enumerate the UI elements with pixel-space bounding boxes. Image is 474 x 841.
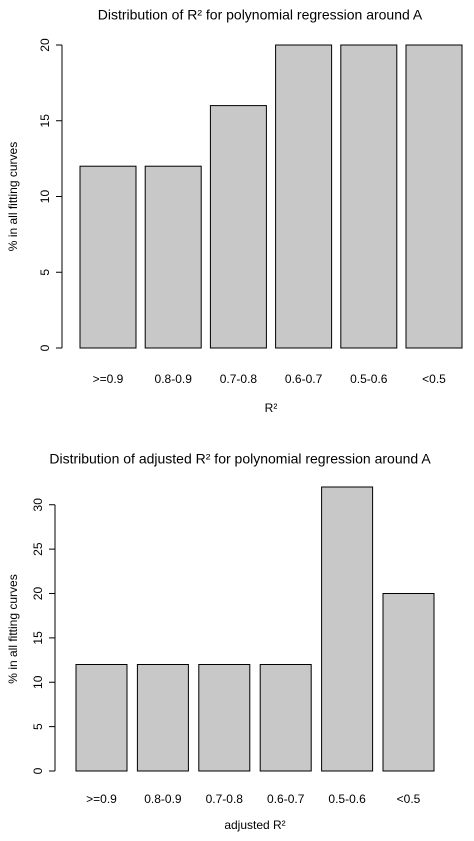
y-tick-label: 5: [31, 723, 45, 730]
chart-title: Distribution of R² for polynomial regres…: [98, 7, 423, 23]
bar: [405, 44, 463, 349]
x-tick-label: >=0.9: [93, 372, 124, 386]
x-tick-label: <0.5: [397, 792, 421, 806]
bar: [79, 165, 137, 349]
bar: [75, 664, 128, 772]
x-tick-label: >=0.9: [86, 792, 117, 806]
bar: [340, 44, 398, 349]
y-axis-label: % in all fitting curves: [6, 142, 20, 251]
bar: [382, 593, 435, 772]
y-tick-label: 25: [31, 542, 45, 556]
x-tick-label: 0.7-0.8: [220, 372, 258, 386]
x-axis-label: R²: [265, 401, 278, 415]
bar: [209, 105, 267, 349]
bar: [275, 44, 333, 349]
y-tick-label: 20: [38, 38, 52, 52]
x-tick-label: 0.8-0.9: [155, 372, 193, 386]
y-tick-label: 15: [31, 631, 45, 645]
y-tick-label: 0: [38, 344, 52, 351]
y-tick-label: 0: [31, 767, 45, 774]
x-tick-label: <0.5: [422, 372, 446, 386]
bar: [136, 664, 189, 772]
y-tick-label: 20: [31, 587, 45, 601]
x-axis-label: adjusted R²: [224, 818, 285, 832]
y-tick-label: 15: [38, 114, 52, 128]
bar: [144, 165, 202, 349]
x-tick-label: 0.6-0.7: [285, 372, 323, 386]
bar: [198, 664, 251, 772]
bar: [321, 486, 374, 772]
y-tick-label: 30: [31, 498, 45, 512]
y-tick-label: 10: [38, 190, 52, 204]
x-tick-label: 0.5-0.6: [350, 372, 388, 386]
y-tick-label: 10: [31, 675, 45, 689]
x-tick-label: 0.7-0.8: [206, 792, 244, 806]
y-axis-label: % in all fitting curves: [6, 574, 20, 683]
x-tick-label: 0.6-0.7: [267, 792, 305, 806]
bar: [259, 664, 312, 772]
chart-title: Distribution of adjusted R² for polynomi…: [49, 451, 431, 467]
x-tick-label: 0.8-0.9: [144, 792, 182, 806]
y-tick-label: 5: [38, 269, 52, 276]
x-tick-label: 0.5-0.6: [328, 792, 366, 806]
